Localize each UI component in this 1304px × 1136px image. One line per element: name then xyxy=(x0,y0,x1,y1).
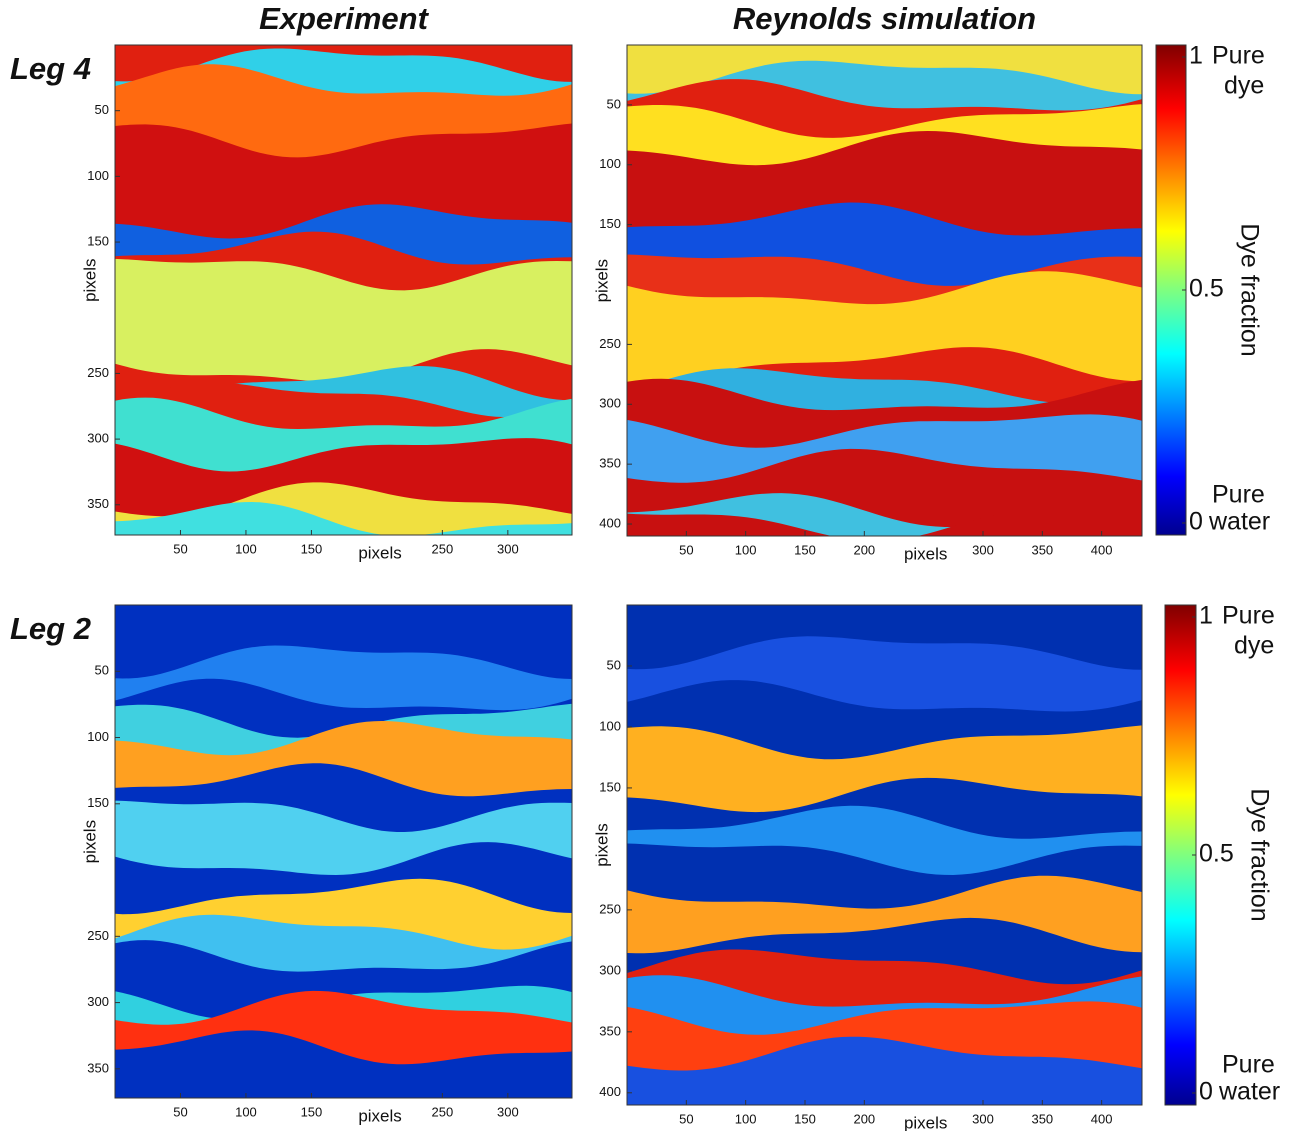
colorbar-label: Dye fraction xyxy=(1245,788,1273,921)
colorbar-tick-label: 0 xyxy=(1199,1078,1213,1106)
colorbar-bottom-label: water xyxy=(1218,1078,1280,1106)
row-label: Leg 2 xyxy=(10,611,91,646)
heatmap-image xyxy=(627,585,1142,1110)
heatmap-image xyxy=(115,585,572,1103)
y-tick-label: 400 xyxy=(599,515,621,530)
x-tick-label: 400 xyxy=(1091,542,1113,557)
x-tick-label: 100 xyxy=(235,1104,257,1119)
page: {"chart_data": [ {"type": "heatmap", "ti… xyxy=(0,0,1304,1131)
y-tick-label: 150 xyxy=(599,779,621,794)
panel-title: Reynolds simulation xyxy=(733,1,1036,36)
heatmap-image xyxy=(115,25,572,540)
colorbar xyxy=(1165,605,1196,1105)
y-tick-label: 150 xyxy=(87,233,109,248)
y-tick-label: 100 xyxy=(599,718,621,733)
colorbar-tick-label: 1 xyxy=(1199,602,1213,630)
y-tick-label: 100 xyxy=(87,168,109,183)
y-tick-label: 100 xyxy=(87,729,109,744)
x-tick-label: 150 xyxy=(794,542,816,557)
y-tick-label: 350 xyxy=(599,1023,621,1038)
y-axis-label: pixels xyxy=(592,259,611,302)
x-tick-label: 300 xyxy=(497,1104,519,1119)
y-axis-label: pixels xyxy=(592,823,611,866)
y-tick-label: 400 xyxy=(599,1084,621,1099)
x-tick-label: 350 xyxy=(1031,1111,1053,1126)
y-tick-label: 300 xyxy=(599,396,621,411)
colorbar-top-label: dye xyxy=(1234,632,1274,660)
x-tick-label: 150 xyxy=(301,1104,323,1119)
x-tick-label: 150 xyxy=(301,541,323,556)
x-tick-label: 50 xyxy=(679,1111,693,1126)
colorbar-bottom-label: Pure xyxy=(1222,1051,1275,1079)
colorbar-bottom-label: water xyxy=(1208,508,1270,536)
x-tick-label: 100 xyxy=(235,541,257,556)
colorbar xyxy=(1156,45,1186,535)
colorbar-bottom-label: Pure xyxy=(1212,481,1265,509)
row-label: Leg 4 xyxy=(10,51,91,86)
y-tick-label: 350 xyxy=(87,496,109,511)
x-axis-label: pixels xyxy=(358,543,401,562)
y-tick-label: 50 xyxy=(95,102,109,117)
y-tick-label: 50 xyxy=(95,663,109,678)
y-tick-label: 150 xyxy=(599,216,621,231)
y-tick-label: 300 xyxy=(599,962,621,977)
x-tick-label: 50 xyxy=(173,541,187,556)
x-tick-label: 150 xyxy=(794,1111,816,1126)
x-tick-label: 400 xyxy=(1091,1111,1113,1126)
colorbar-label: Dye fraction xyxy=(1235,223,1263,356)
x-tick-label: 100 xyxy=(735,1111,757,1126)
y-tick-label: 50 xyxy=(607,657,621,672)
y-tick-label: 300 xyxy=(87,431,109,446)
colorbar-tick-label: 0 xyxy=(1189,508,1203,536)
x-tick-label: 300 xyxy=(972,542,994,557)
y-axis-label: pixels xyxy=(80,820,99,863)
colorbar-tick-label: 1 xyxy=(1189,42,1203,70)
y-tick-label: 250 xyxy=(87,928,109,943)
heatmap-image xyxy=(627,25,1142,541)
colorbar-top-label: Pure xyxy=(1222,602,1275,630)
panel-title: Experiment xyxy=(259,1,430,36)
y-axis-label: pixels xyxy=(80,258,99,301)
x-tick-label: 350 xyxy=(1031,542,1053,557)
x-tick-label: 50 xyxy=(173,1104,187,1119)
y-tick-label: 300 xyxy=(87,994,109,1009)
y-tick-label: 100 xyxy=(599,156,621,171)
colorbar-top-label: Pure xyxy=(1212,42,1265,70)
colorbar-top-label: dye xyxy=(1224,72,1264,100)
x-tick-label: 300 xyxy=(497,541,519,556)
y-tick-label: 350 xyxy=(599,456,621,471)
y-tick-label: 250 xyxy=(599,336,621,351)
colorbar-tick-label: 0.5 xyxy=(1189,275,1224,303)
x-tick-label: 250 xyxy=(432,1104,454,1119)
x-axis-label: pixels xyxy=(904,544,947,563)
x-axis-label: pixels xyxy=(904,1113,947,1131)
x-tick-label: 50 xyxy=(679,542,693,557)
x-tick-label: 100 xyxy=(735,542,757,557)
x-axis-label: pixels xyxy=(358,1106,401,1125)
y-tick-label: 250 xyxy=(599,901,621,916)
y-tick-label: 50 xyxy=(607,96,621,111)
colorbar-tick-label: 0.5 xyxy=(1199,840,1234,868)
figure: 5010015025030050100150250300350pixelspix… xyxy=(0,0,1304,1131)
y-tick-label: 350 xyxy=(87,1060,109,1075)
x-tick-label: 200 xyxy=(853,542,875,557)
y-tick-label: 150 xyxy=(87,795,109,810)
x-tick-label: 200 xyxy=(853,1111,875,1126)
x-tick-label: 250 xyxy=(432,541,454,556)
y-tick-label: 250 xyxy=(87,365,109,380)
x-tick-label: 300 xyxy=(972,1111,994,1126)
